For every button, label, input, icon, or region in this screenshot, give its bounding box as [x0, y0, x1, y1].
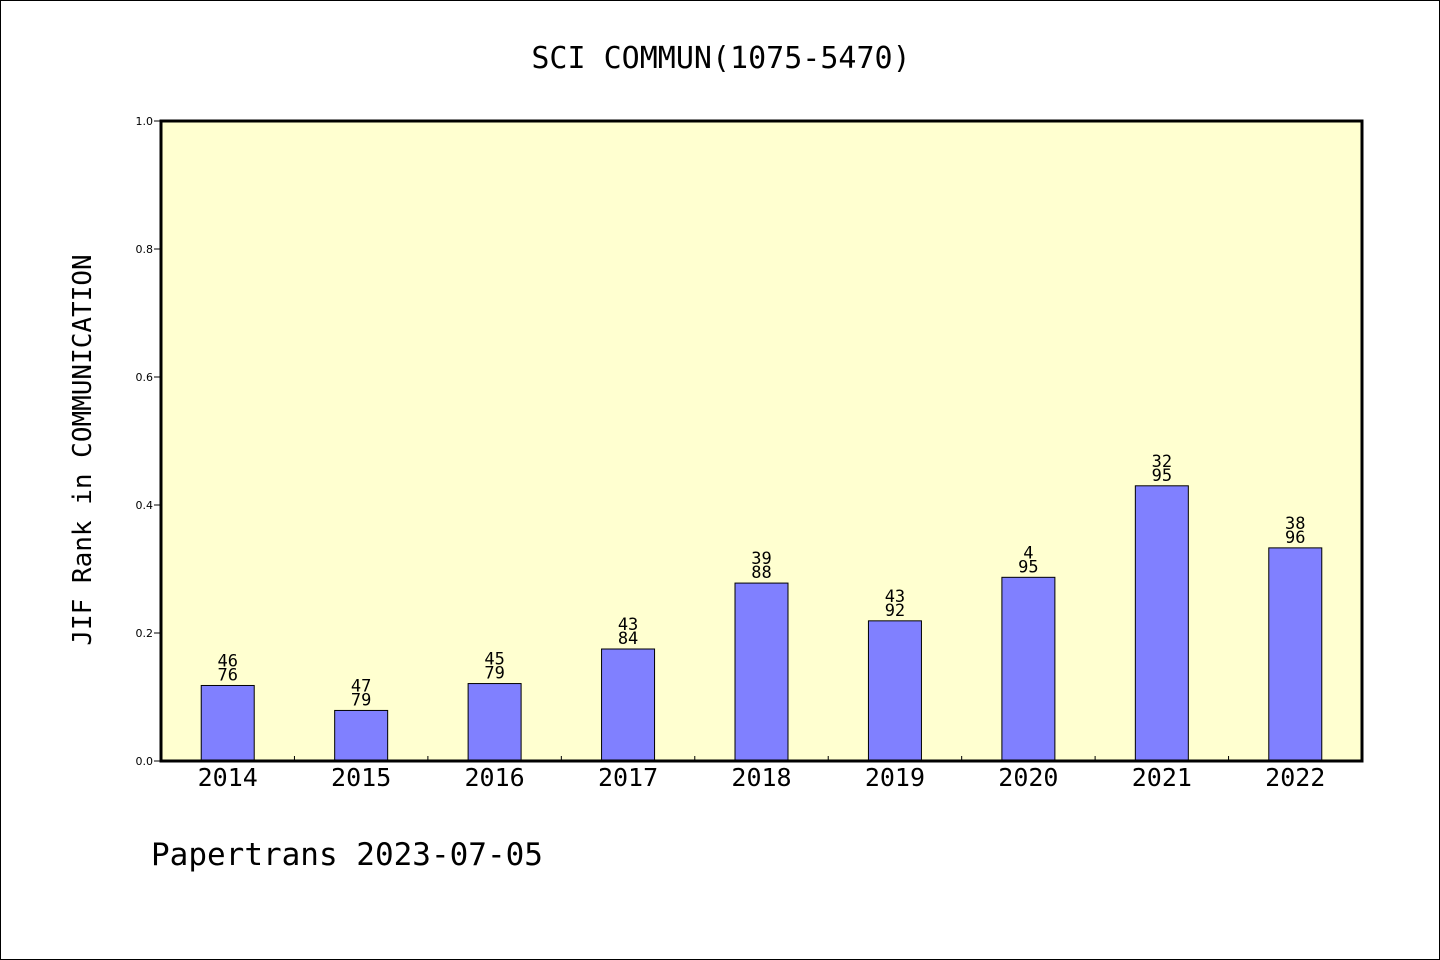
bar-2022 — [1268, 547, 1323, 762]
bar-rank-label: 47 — [351, 676, 371, 696]
bar-total-label: 92 — [885, 601, 905, 621]
bar-rank-label: 38 — [1285, 514, 1305, 534]
y-ticks: 0.0 0.2 0.4 0.6 0.8 1.0 — [136, 115, 161, 768]
chart-title: SCI COMMUN(1075-5470) — [531, 41, 910, 76]
bar-rank-label: 46 — [217, 651, 237, 671]
x-tick-label: 2018 — [731, 763, 791, 792]
bars — [200, 485, 1323, 762]
bar-rank-label: 45 — [484, 650, 504, 670]
bar-2017 — [601, 648, 656, 762]
x-tick-label: 2021 — [1132, 763, 1192, 792]
x-tick-label: 2022 — [1265, 763, 1325, 792]
x-tick-label: 2015 — [331, 763, 391, 792]
bar-rank-label: 39 — [751, 549, 771, 569]
footer-text: Papertrans 2023-07-05 — [151, 837, 543, 873]
bar-total-label: 95 — [1152, 466, 1172, 486]
y-tick-label: 0.8 — [136, 243, 154, 256]
bar-2016 — [467, 683, 522, 762]
bar-2018 — [734, 582, 789, 762]
bar-rank-label: 32 — [1152, 452, 1172, 472]
x-tick-label: 2020 — [998, 763, 1058, 792]
bar-rank-label: 43 — [618, 615, 638, 635]
plot-frame — [159, 119, 1364, 763]
bar-rank-label: 43 — [885, 587, 905, 607]
bar-2014 — [200, 684, 255, 762]
bar-rank-label: 4 — [1023, 543, 1033, 563]
bar-total-label: 76 — [217, 665, 237, 685]
y-tick-label: 0.6 — [136, 371, 154, 384]
bar-2021 — [1134, 485, 1189, 762]
bar-total-label: 84 — [618, 629, 638, 649]
bar-total-label: 79 — [351, 690, 371, 710]
bar-total-label: 96 — [1285, 528, 1305, 548]
bar-total-label: 79 — [484, 664, 504, 684]
bar-2019 — [867, 620, 922, 762]
bar-2020 — [1001, 576, 1056, 762]
y-tick-label: 0.0 — [136, 755, 154, 768]
y-tick-label: 0.2 — [136, 627, 154, 640]
y-tick-label: 0.4 — [136, 499, 154, 512]
bar-total-label: 88 — [751, 563, 771, 583]
y-tick-label: 1.0 — [136, 115, 154, 128]
x-tick-label: 2019 — [865, 763, 925, 792]
bar-2015 — [334, 709, 389, 762]
x-tick-label: 2017 — [598, 763, 658, 792]
x-ticks: 2014 2015 2016 2017 2018 2019 2020 2021 2022 — [198, 756, 1325, 792]
x-tick-label: 2016 — [465, 763, 525, 792]
bar-total-label: 95 — [1018, 557, 1038, 577]
x-tick-label: 2014 — [198, 763, 258, 792]
y-axis-label: JIF Rank in COMMUNICATION — [68, 254, 98, 645]
